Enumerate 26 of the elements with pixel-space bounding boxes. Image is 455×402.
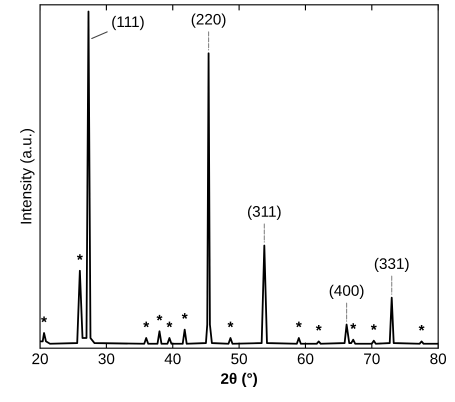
annotation: (220): [192, 13, 226, 28]
annotation: *: [76, 254, 83, 260]
annotation: *: [143, 322, 150, 328]
annotation: (311): [248, 206, 281, 220]
x-tick-label: 60: [298, 353, 314, 364]
annotation: (331): [374, 258, 409, 272]
x-tick-label: 30: [98, 353, 114, 364]
annotation: (111): [112, 16, 144, 30]
annotation: *: [41, 316, 47, 322]
x-tick-label: 20: [32, 353, 48, 364]
annotation: *: [296, 322, 302, 328]
annotation: *: [166, 322, 172, 328]
annotation: *: [182, 313, 188, 319]
annotation: *: [350, 323, 356, 329]
x-tick-label: 80: [430, 353, 446, 364]
x-tick-label: 70: [364, 353, 380, 364]
annotation: *: [370, 324, 377, 330]
annotation: *: [316, 324, 322, 331]
x-tick-label: 50: [231, 353, 247, 364]
x-tick-label: 40: [164, 353, 181, 364]
x-axis-title: 2θ (°): [220, 372, 257, 388]
annotation: *: [418, 324, 425, 331]
y-axis-title: Intensity (a.u.): [20, 129, 34, 224]
annotation: (400): [330, 284, 364, 299]
annotation: *: [156, 314, 162, 321]
annotation: *: [228, 322, 234, 328]
